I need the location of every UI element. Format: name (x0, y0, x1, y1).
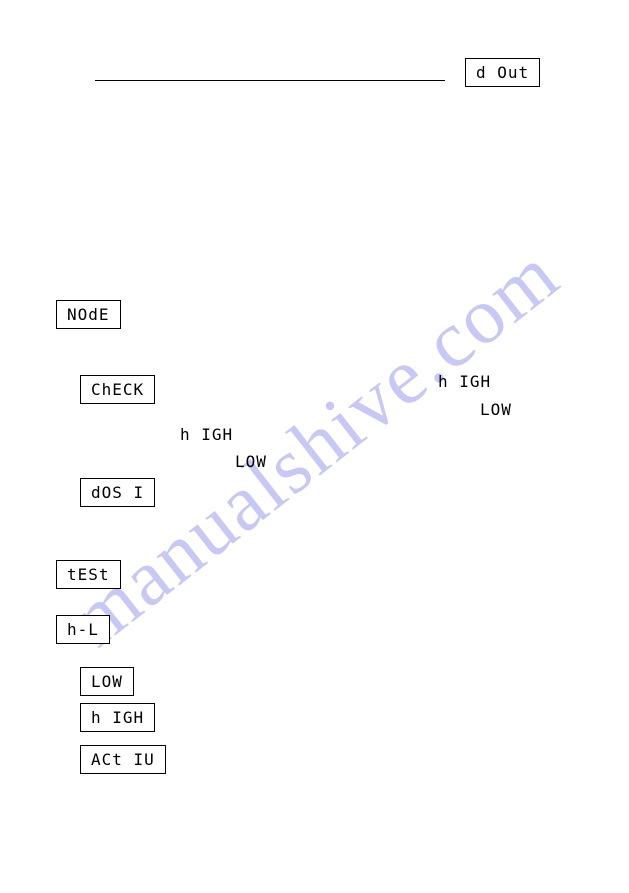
watermark: manualshive.com (53, 228, 576, 664)
label-test: tESt (56, 560, 121, 589)
label-hl: h-L (56, 615, 110, 644)
label-low-right: LOW (480, 400, 512, 419)
label-node: NOdE (56, 300, 121, 329)
label-low-mid: LOW (235, 452, 267, 471)
header-box: d Out (465, 58, 540, 87)
header-rule (95, 80, 445, 81)
label-high-mid: h IGH (180, 425, 233, 444)
label-high-right: h IGH (438, 372, 491, 391)
label-activ: ACt IU (80, 745, 166, 774)
label-high-box: h IGH (80, 703, 155, 732)
label-check: ChECK (80, 375, 155, 404)
label-low-box: LOW (80, 667, 134, 696)
label-dos1: dOS I (80, 478, 155, 507)
